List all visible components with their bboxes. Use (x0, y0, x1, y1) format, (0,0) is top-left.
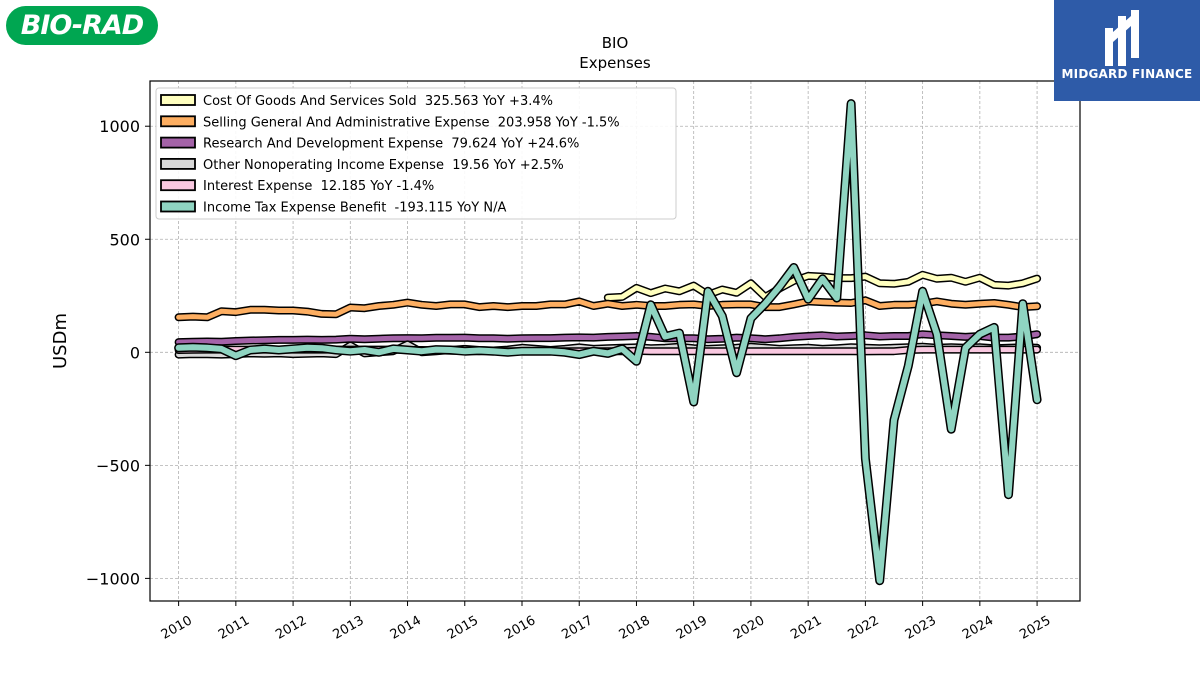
x-tick-label: 2023 (903, 613, 939, 643)
x-tick-label: 2025 (1017, 613, 1053, 643)
legend-swatch (160, 179, 196, 192)
x-tick-label: 2012 (273, 613, 309, 643)
x-tick-label: 2020 (731, 613, 767, 643)
series-lines (174, 99, 1042, 586)
x-tick-label: 2010 (159, 613, 195, 643)
x-tick-label: 2022 (846, 613, 882, 643)
legend-swatch (160, 115, 196, 128)
y-tick-label: 0 (130, 343, 140, 362)
x-tick-label: 2017 (559, 613, 595, 643)
legend-label: Cost Of Goods And Services Sold 325.563 … (203, 94, 553, 109)
legend-label: Selling General And Administrative Expen… (203, 115, 620, 130)
legend-label: Interest Expense 12.185 YoY -1.4% (203, 179, 434, 194)
x-tick-label: 2015 (445, 613, 481, 643)
legend-label: Research And Development Expense 79.624 … (203, 137, 579, 152)
y-tick-label: −1000 (86, 569, 140, 588)
legend-swatch (160, 94, 196, 106)
x-tick-label: 2024 (960, 613, 996, 643)
y-tick-label: 1000 (99, 117, 140, 136)
y-tick-label: 500 (109, 230, 140, 249)
chart-title: BIO (602, 34, 629, 52)
midgard-mark-icon (1105, 10, 1139, 66)
bio-rad-logo: BIO-RAD (6, 6, 158, 45)
x-tick-label: 2019 (674, 613, 710, 643)
x-tick-label: 2018 (617, 613, 653, 643)
bio-rad-logo-text: BIO-RAD (20, 10, 144, 41)
midgard-finance-text: MIDGARD FINANCE (1061, 67, 1193, 81)
x-tick-label: 2011 (216, 613, 252, 643)
y-tick-label: −500 (96, 456, 140, 475)
legend-swatch (160, 200, 196, 213)
legend-label: Income Tax Expense Benefit -193.115 YoY … (203, 201, 506, 216)
legend-box (155, 87, 677, 220)
chart-subtitle: Expenses (579, 54, 651, 72)
legend-swatch (160, 136, 196, 149)
legend: Cost Of Goods And Services Sold 325.563 … (155, 87, 677, 220)
x-tick-label: 2014 (388, 613, 424, 643)
series-line (175, 100, 1041, 584)
plot-frame (149, 80, 1081, 602)
series-line (176, 297, 1040, 320)
y-axis-label: USDm (50, 313, 71, 369)
midgard-finance-logo: MIDGARD FINANCE (1054, 0, 1200, 101)
x-tick-label: 2021 (788, 613, 824, 643)
x-tick-label: 2013 (330, 613, 366, 643)
series-line (176, 331, 1040, 345)
x-tick-label: 2016 (502, 613, 538, 643)
legend-label: Other Nonoperating Income Expense 19.56 … (203, 158, 564, 173)
legend-swatch (160, 157, 196, 170)
